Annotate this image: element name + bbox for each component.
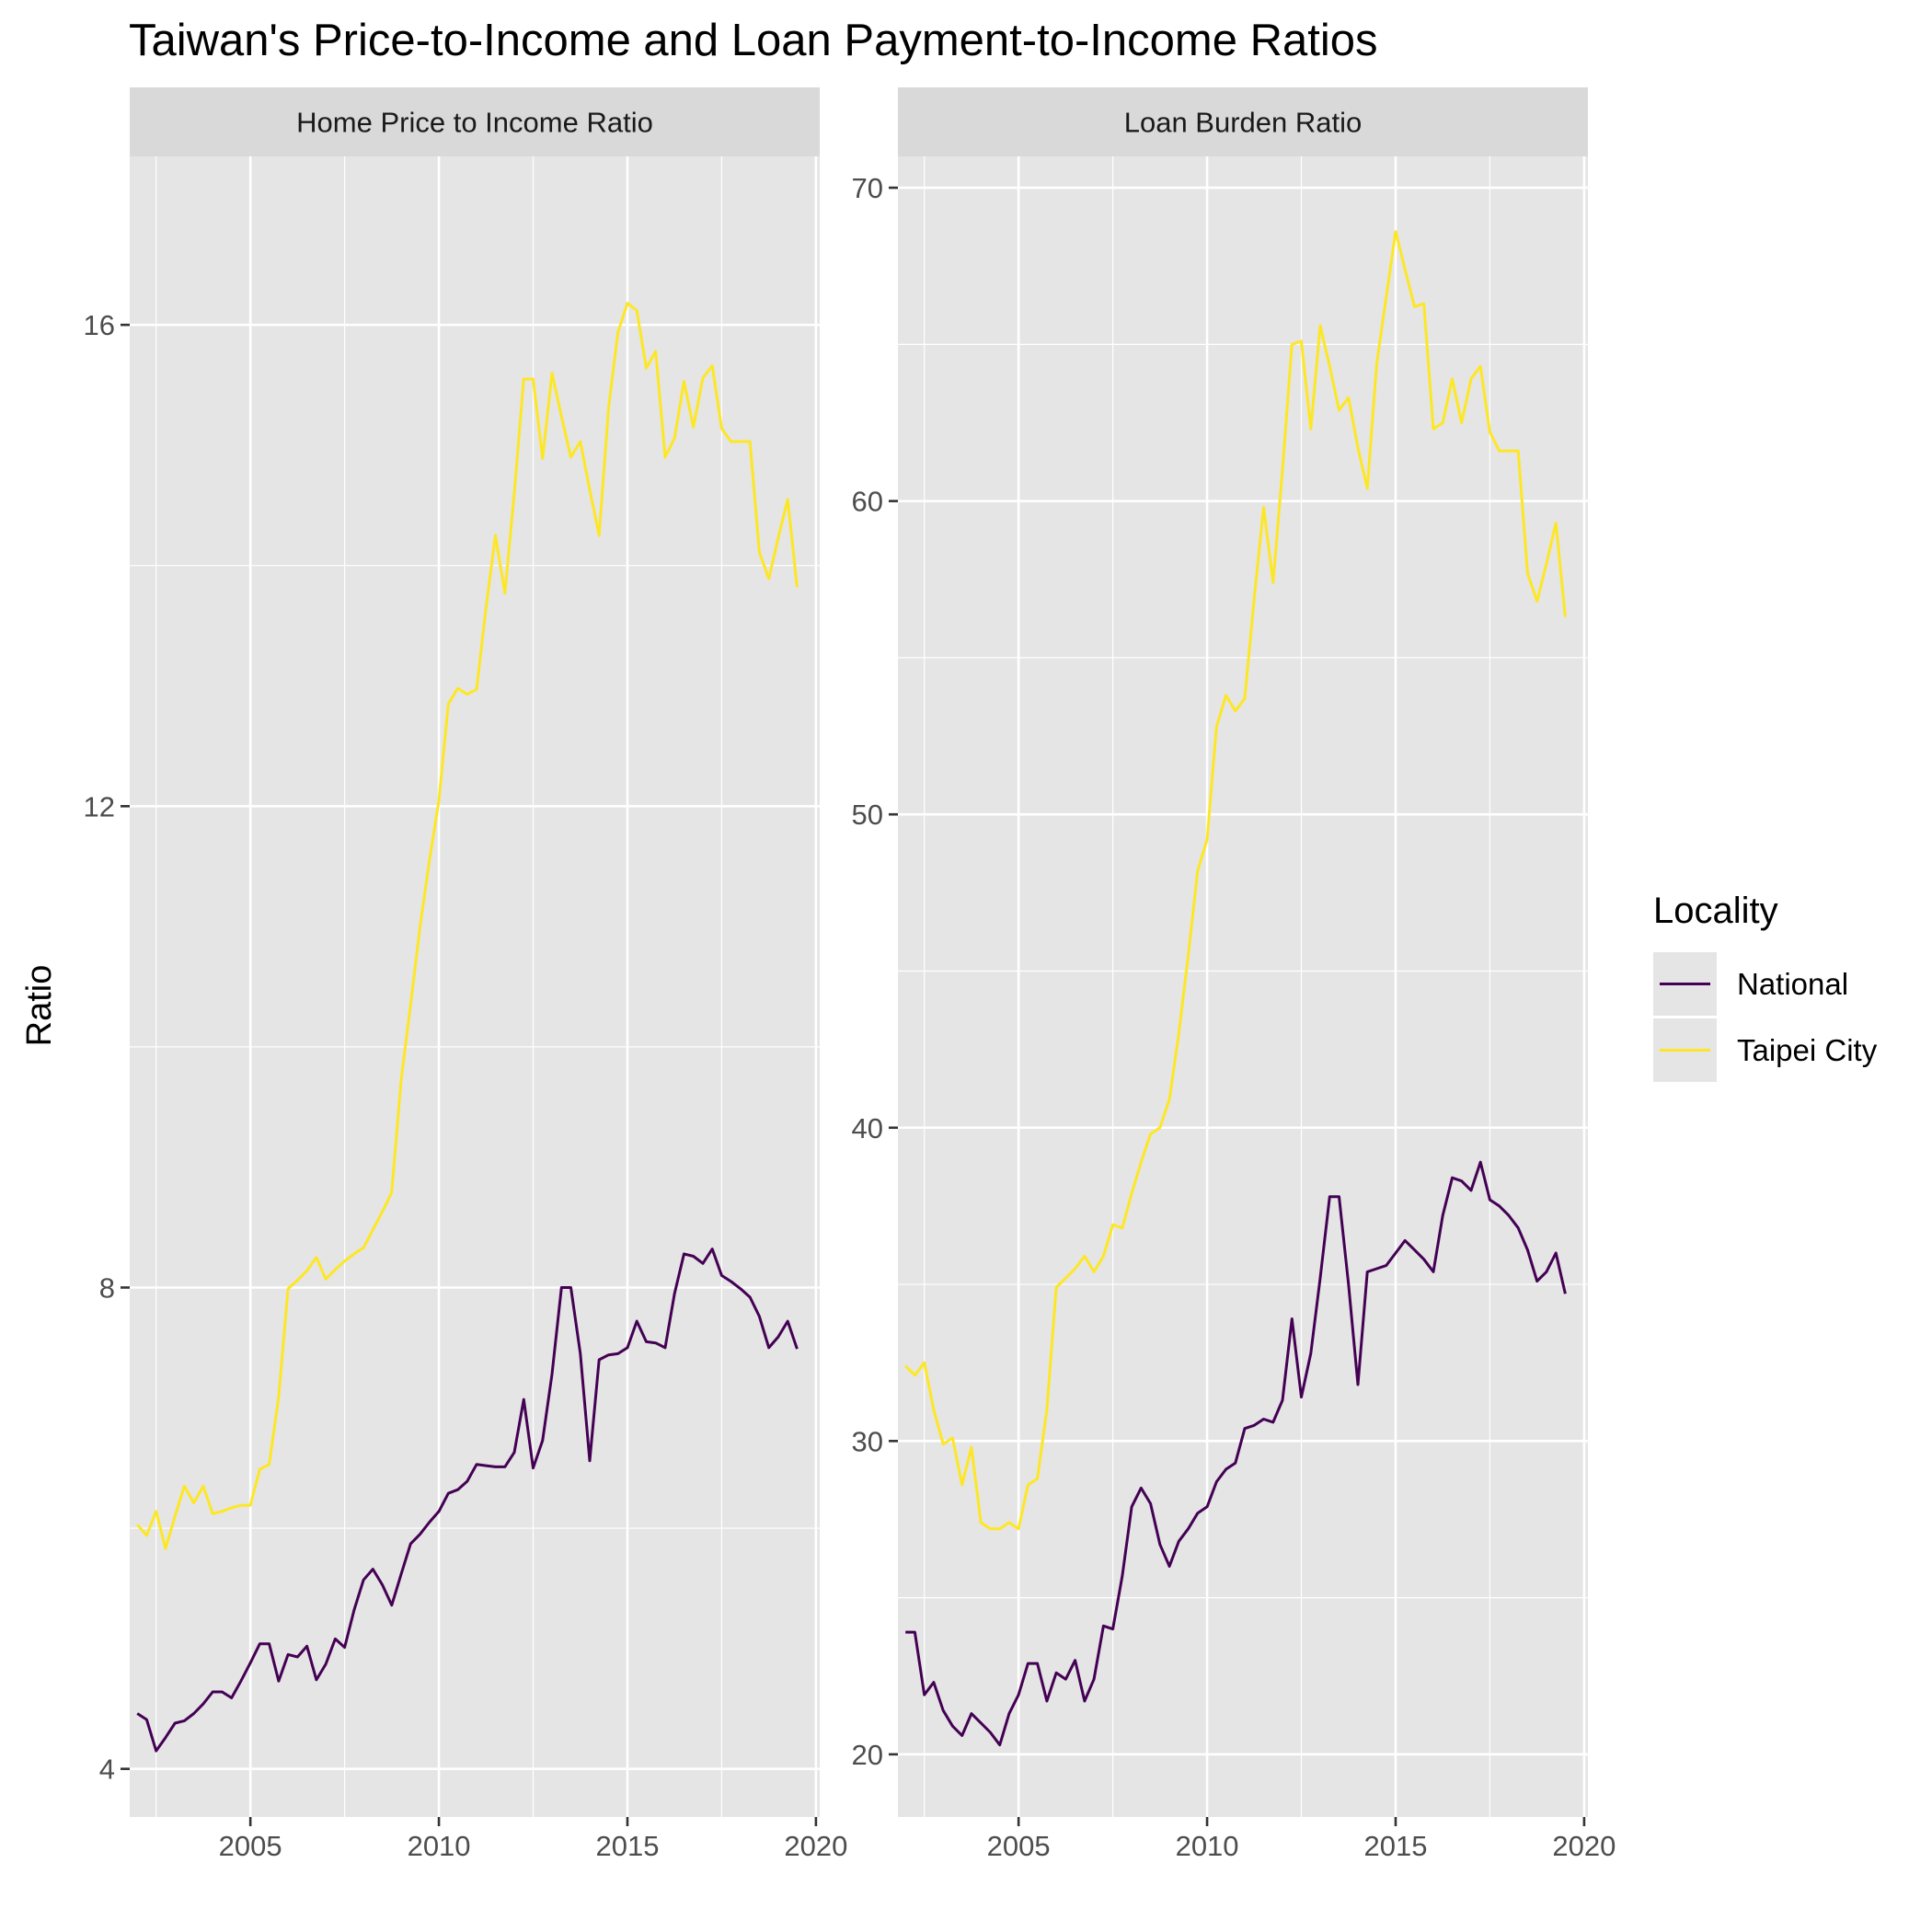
x-tick-label: 2010 [408,1830,471,1862]
facet-strip-label: Loan Burden Ratio [1124,107,1363,139]
y-axis-title: Ratio [20,965,59,1047]
facet-panel-1: Home Price to Income Ratio 2005 2010 2015 20… [84,87,847,1862]
legend-label: Taipei City [1737,1033,1878,1067]
chart-title: Taiwan's Price-to-Income and Loan Paymen… [129,16,1377,65]
series-line-national [136,1248,799,1753]
x-tick-label: 2015 [595,1830,659,1862]
y-tick-label: 70 [852,172,883,204]
x-tick-label: 2005 [987,1830,1051,1862]
legend-title: Locality [1653,891,1778,931]
series-line-national [905,1160,1567,1747]
y-tick-label: 60 [852,486,883,518]
y-tick-label: 16 [84,309,115,341]
y-tick-label: 20 [852,1739,883,1771]
legend-entry-taipei-city: Taipei City [1653,1018,1878,1082]
panel-background [130,156,820,1817]
series-line-taipei-city [136,302,799,1550]
series-line-taipei-city [904,230,1567,1531]
panel-background [898,156,1588,1817]
facet-strip [130,87,820,156]
y-tick-label: 4 [99,1754,115,1786]
y-tick-label: 12 [84,790,115,822]
y-tick-label: 50 [852,799,883,831]
x-tick-label: 2020 [784,1830,847,1862]
facet-strip-label: Home Price to Income Ratio [296,107,653,139]
x-tick-label: 2015 [1363,1830,1427,1862]
legend: Locality National Taipei City [1653,891,1878,1082]
x-tick-label: 2020 [1552,1830,1616,1862]
legend-label: National [1737,967,1848,1001]
x-tick-label: 2005 [219,1830,282,1862]
facet-panels: Home Price to Income Ratio 2005 2010 2015 20… [84,87,1616,1862]
facet-strip [898,87,1588,156]
y-tick-label: 40 [852,1112,883,1144]
legend-entry-national: National [1653,952,1848,1016]
y-tick-label: 30 [852,1425,883,1457]
y-tick-label: 8 [99,1271,115,1304]
x-tick-label: 2010 [1176,1830,1239,1862]
